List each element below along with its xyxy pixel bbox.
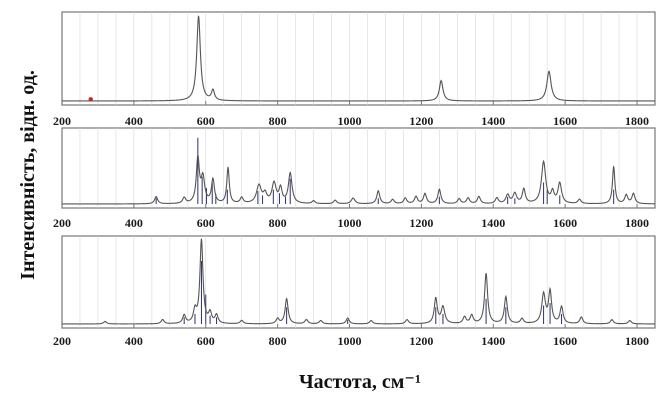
x-tick-label: 1600 bbox=[553, 114, 577, 128]
spectrum-panel-2: 200 400 600 800 1000 1200 1400 1600 1800 bbox=[53, 127, 656, 230]
x-tick-label: 1800 bbox=[625, 334, 649, 348]
spectrum-line bbox=[62, 15, 655, 102]
x-tick-label: 200 bbox=[53, 334, 71, 348]
x-tick-label: 1200 bbox=[409, 114, 433, 128]
x-tick-label: 400 bbox=[125, 216, 143, 230]
spectrum-line bbox=[62, 154, 656, 205]
x-tick-label: 200 bbox=[53, 114, 71, 128]
x-tick-label: 600 bbox=[197, 334, 215, 348]
spectrum-panel-1: 200 400 600 800 1000 1200 1400 1600 1800 bbox=[53, 11, 656, 128]
x-tick-label: 1600 bbox=[553, 216, 577, 230]
panel-frame bbox=[61, 235, 656, 329]
spectrum-line bbox=[62, 238, 655, 325]
x-tick-label: 800 bbox=[269, 334, 287, 348]
x-tick-label: 1400 bbox=[481, 334, 505, 348]
marker-point bbox=[88, 97, 93, 102]
x-tick-label: 800 bbox=[269, 114, 287, 128]
x-tick-label: 1000 bbox=[338, 216, 362, 230]
x-tick-label: 1200 bbox=[409, 216, 433, 230]
spectra-panels: 200 400 600 800 1000 1200 1400 1600 1800 200 400 60… bbox=[53, 11, 656, 348]
x-tick-label: 1400 bbox=[481, 216, 505, 230]
panel-frame bbox=[61, 127, 656, 209]
x-tick-label: 600 bbox=[197, 114, 215, 128]
x-tick-label: 1400 bbox=[481, 114, 505, 128]
y-axis-title: Інтенсивність, відн. од. bbox=[17, 70, 39, 280]
x-tick-label: 1200 bbox=[409, 334, 433, 348]
x-axis-title: Частота, см⁻¹ bbox=[299, 371, 421, 393]
x-tick-label: 1800 bbox=[625, 216, 649, 230]
x-tick-label: 1000 bbox=[338, 114, 362, 128]
x-tick-label: 1600 bbox=[553, 334, 577, 348]
x-tick-label: 400 bbox=[125, 114, 143, 128]
x-tick-label: 600 bbox=[197, 216, 215, 230]
x-tick-label: 400 bbox=[125, 334, 143, 348]
panel-frame bbox=[61, 11, 656, 106]
x-tick-label: 1800 bbox=[625, 114, 649, 128]
x-tick-label: 1000 bbox=[338, 334, 362, 348]
spectrum-panel-3: 200 400 600 800 1000 1200 1400 1600 1800 bbox=[53, 235, 656, 348]
x-tick-label: 800 bbox=[269, 216, 287, 230]
x-tick-label: 200 bbox=[53, 216, 71, 230]
